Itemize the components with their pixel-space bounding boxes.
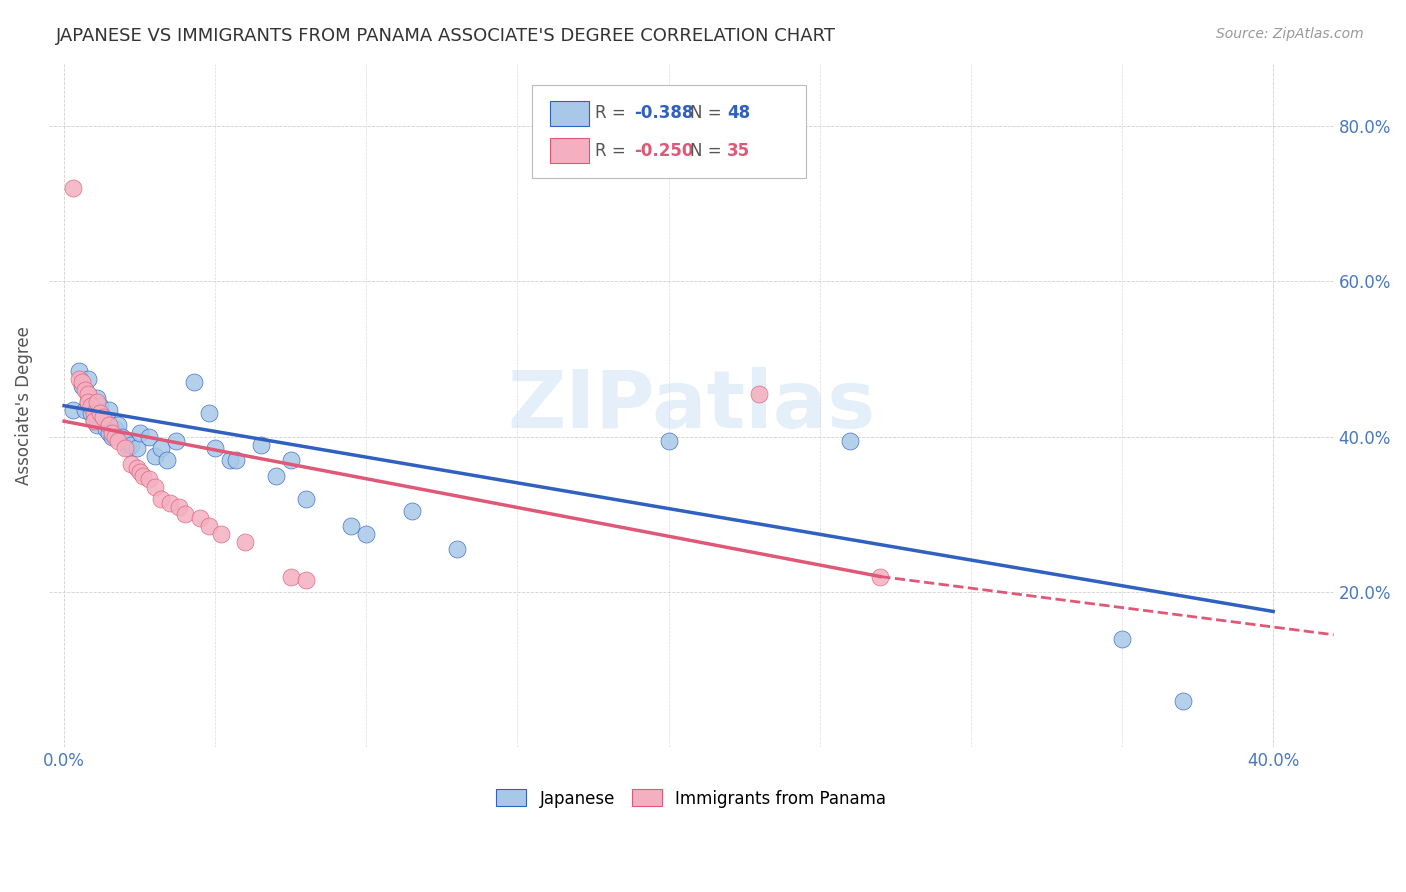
Point bbox=[149, 491, 172, 506]
Point bbox=[83, 414, 105, 428]
Point bbox=[67, 371, 90, 385]
Text: N =: N = bbox=[690, 104, 727, 122]
Point bbox=[93, 410, 115, 425]
Point bbox=[143, 449, 166, 463]
Point bbox=[62, 402, 84, 417]
Point bbox=[120, 437, 142, 451]
Point bbox=[114, 442, 136, 456]
Legend: Japanese, Immigrants from Panama: Japanese, Immigrants from Panama bbox=[489, 782, 893, 814]
Point bbox=[70, 376, 93, 390]
Point bbox=[235, 534, 257, 549]
Text: R =: R = bbox=[595, 104, 631, 122]
Point bbox=[125, 442, 148, 456]
Point bbox=[77, 394, 100, 409]
Point bbox=[249, 437, 271, 451]
Point bbox=[80, 407, 103, 421]
Point bbox=[83, 414, 105, 428]
Point bbox=[107, 418, 129, 433]
Point bbox=[62, 181, 84, 195]
Point bbox=[86, 418, 108, 433]
Point bbox=[1111, 632, 1133, 646]
Point bbox=[70, 379, 93, 393]
Point bbox=[264, 468, 287, 483]
Point bbox=[89, 399, 111, 413]
Point bbox=[340, 519, 363, 533]
Text: R =: R = bbox=[595, 142, 631, 160]
Point bbox=[156, 453, 179, 467]
Point bbox=[225, 453, 247, 467]
Point bbox=[839, 434, 862, 448]
Point bbox=[209, 526, 232, 541]
Point bbox=[96, 422, 118, 436]
Point bbox=[174, 508, 197, 522]
Point bbox=[98, 425, 121, 440]
Point bbox=[198, 407, 221, 421]
Point bbox=[77, 394, 100, 409]
Text: 48: 48 bbox=[727, 104, 751, 122]
Point bbox=[75, 402, 97, 417]
Point bbox=[98, 402, 121, 417]
Point bbox=[67, 364, 90, 378]
Point bbox=[75, 383, 97, 397]
Point bbox=[183, 376, 205, 390]
Point bbox=[131, 468, 153, 483]
Point bbox=[401, 503, 423, 517]
Point bbox=[869, 569, 891, 583]
Point bbox=[117, 442, 139, 456]
Text: JAPANESE VS IMMIGRANTS FROM PANAMA ASSOCIATE'S DEGREE CORRELATION CHART: JAPANESE VS IMMIGRANTS FROM PANAMA ASSOC… bbox=[56, 27, 837, 45]
Y-axis label: Associate's Degree: Associate's Degree bbox=[15, 326, 32, 485]
Point bbox=[658, 434, 681, 448]
Point bbox=[110, 430, 132, 444]
Point bbox=[748, 387, 770, 401]
Text: ZIPatlas: ZIPatlas bbox=[508, 367, 876, 445]
Text: N =: N = bbox=[690, 142, 727, 160]
Point bbox=[138, 473, 160, 487]
Point bbox=[114, 434, 136, 448]
Point bbox=[159, 496, 181, 510]
Point bbox=[83, 407, 105, 421]
Point bbox=[280, 569, 302, 583]
Point bbox=[149, 442, 172, 456]
Text: 35: 35 bbox=[727, 142, 751, 160]
Point bbox=[89, 407, 111, 421]
Point bbox=[107, 434, 129, 448]
Point bbox=[101, 430, 124, 444]
Point bbox=[101, 425, 124, 440]
Point bbox=[1171, 694, 1194, 708]
Point bbox=[80, 399, 103, 413]
Point bbox=[165, 434, 187, 448]
Point bbox=[138, 430, 160, 444]
Point bbox=[143, 480, 166, 494]
Point bbox=[446, 542, 468, 557]
Point bbox=[86, 394, 108, 409]
Point bbox=[295, 491, 318, 506]
Point bbox=[128, 425, 150, 440]
Point bbox=[128, 465, 150, 479]
Point bbox=[120, 457, 142, 471]
Point bbox=[198, 519, 221, 533]
Point bbox=[280, 453, 302, 467]
Point bbox=[93, 410, 115, 425]
Point bbox=[77, 371, 100, 385]
Point bbox=[204, 442, 226, 456]
Point bbox=[104, 422, 127, 436]
Point bbox=[125, 460, 148, 475]
Point bbox=[77, 387, 100, 401]
Point bbox=[83, 399, 105, 413]
Point bbox=[295, 574, 318, 588]
Point bbox=[219, 453, 242, 467]
Point bbox=[356, 526, 378, 541]
Point bbox=[86, 391, 108, 405]
Text: Source: ZipAtlas.com: Source: ZipAtlas.com bbox=[1216, 27, 1364, 41]
Text: -0.388: -0.388 bbox=[634, 104, 693, 122]
Point bbox=[104, 430, 127, 444]
Point bbox=[167, 500, 190, 514]
Point bbox=[98, 418, 121, 433]
Point bbox=[188, 511, 211, 525]
Text: -0.250: -0.250 bbox=[634, 142, 693, 160]
